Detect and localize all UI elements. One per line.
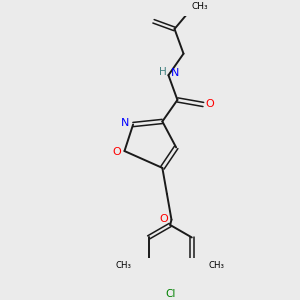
Text: O: O [160, 214, 169, 224]
Text: O: O [112, 147, 121, 157]
Text: N: N [171, 68, 179, 78]
Text: CH₃: CH₃ [116, 261, 132, 270]
Text: CH₃: CH₃ [191, 2, 208, 11]
Text: Cl: Cl [165, 289, 175, 299]
Text: O: O [206, 99, 214, 109]
Text: H: H [159, 67, 167, 77]
Text: N: N [121, 118, 129, 128]
Text: CH₃: CH₃ [208, 261, 224, 270]
